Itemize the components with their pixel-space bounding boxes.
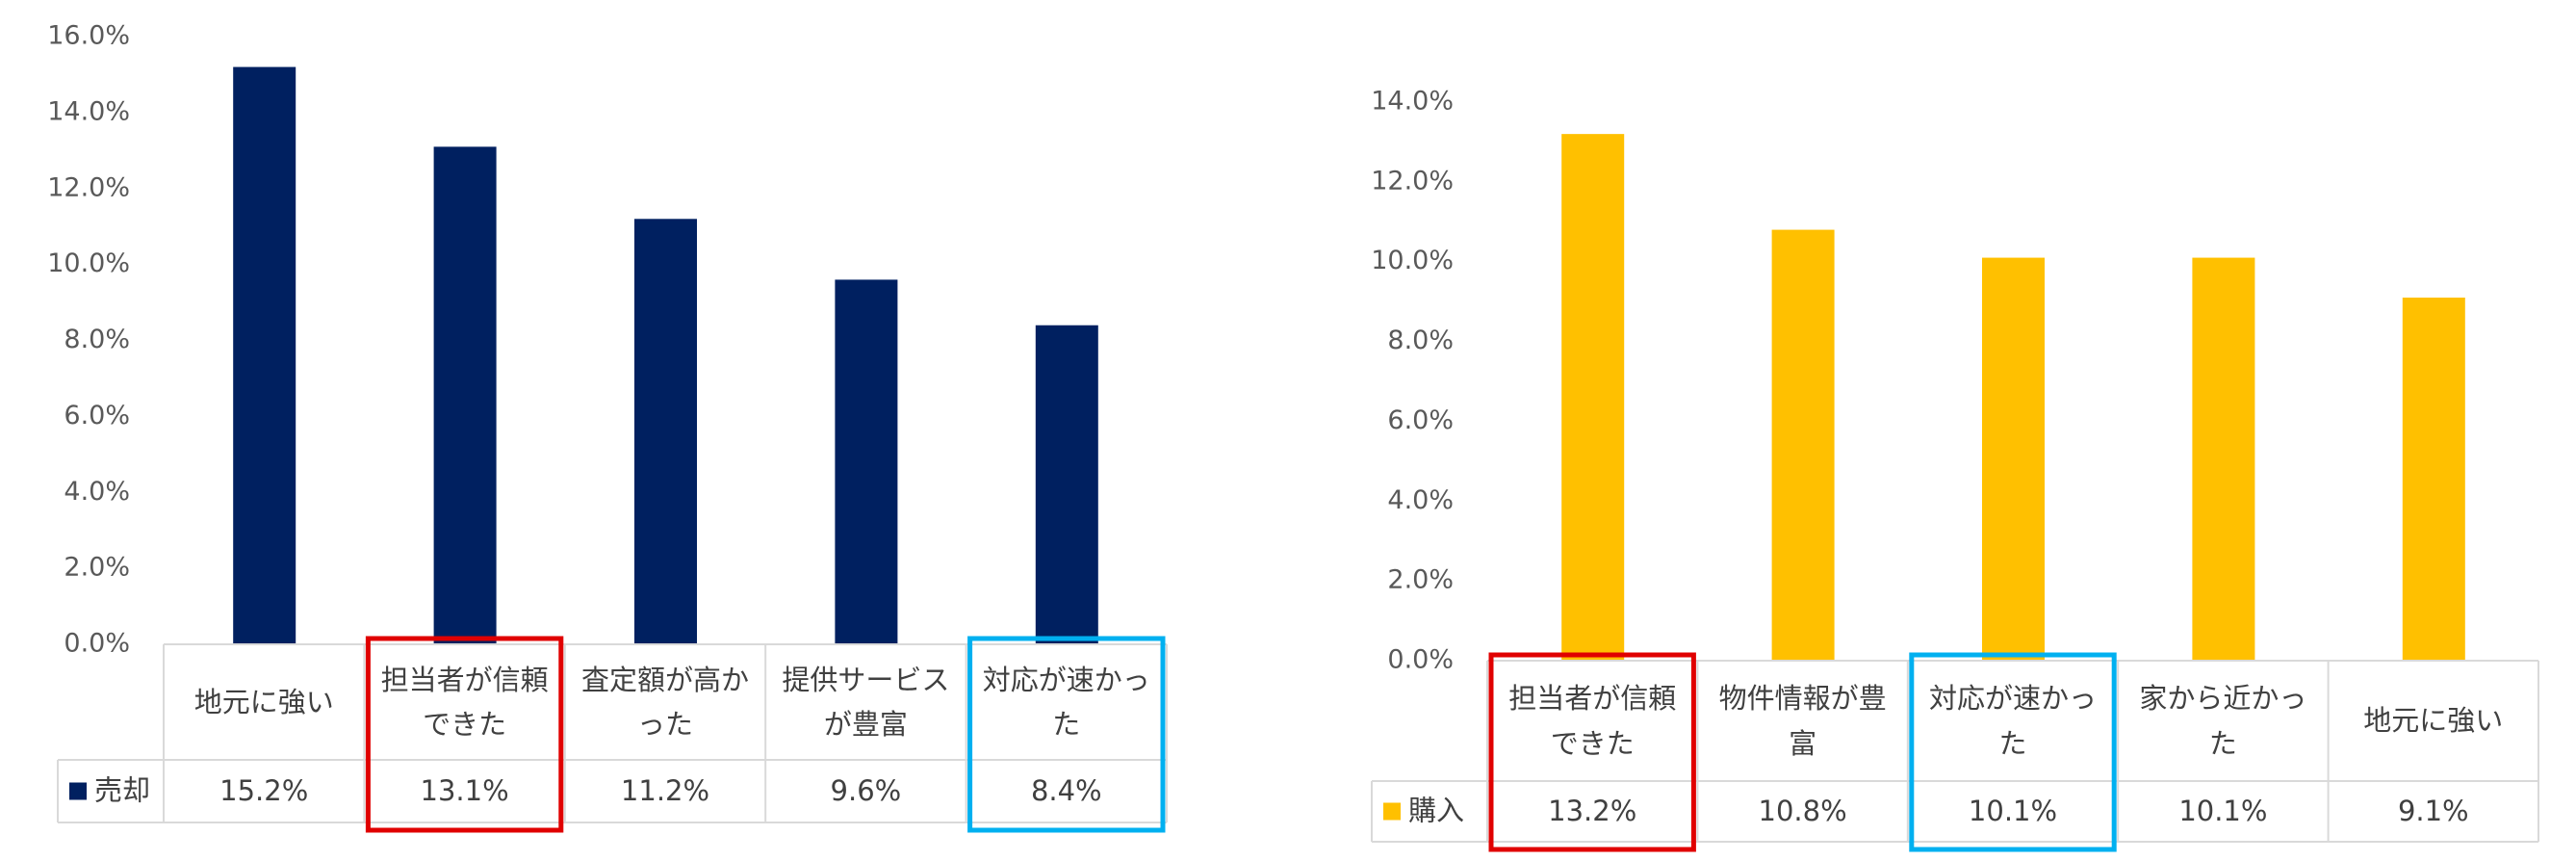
category-label: 家から近かった xyxy=(2139,682,2307,760)
data-table-value-box: 9.1% xyxy=(2397,795,2469,828)
data-table-value: 13.1% xyxy=(420,774,509,808)
data-table-value-box: 10.1% xyxy=(1968,795,2058,828)
legend-swatch xyxy=(69,782,87,800)
category-label-box: 物件情報が豊富 xyxy=(1718,682,1887,760)
category-label: 地元に強い xyxy=(2363,704,2504,738)
bar xyxy=(433,146,497,644)
category-label-box: 対応が速かった xyxy=(982,663,1150,741)
data-table-value-box: 13.2% xyxy=(1548,795,1637,828)
category-label-box: 担当者が信頼できた xyxy=(380,663,549,741)
data-table-value: 10.1% xyxy=(2178,795,2268,828)
category-label: 地元に強い xyxy=(193,685,334,718)
bar xyxy=(634,219,697,645)
data-table-value: 11.2% xyxy=(620,774,710,808)
data-table-value: 10.8% xyxy=(1758,795,1847,828)
y-tick-label: 8.0% xyxy=(64,325,130,354)
data-table-value-box: 8.4% xyxy=(1030,774,1102,808)
data-table-value-box: 10.8% xyxy=(1758,795,1847,828)
y-tick-label: 6.0% xyxy=(64,401,130,430)
highlight-box xyxy=(1488,652,1696,852)
category-label: 担当者が信頼できた xyxy=(1508,682,1677,760)
y-tick-label: 0.0% xyxy=(64,629,130,659)
highlight-box xyxy=(1909,652,2117,852)
y-tick-label: 16.0% xyxy=(47,21,130,51)
bar xyxy=(2402,298,2465,661)
y-tick-label: 10.0% xyxy=(47,248,130,278)
category-label: 提供サービスが豊富 xyxy=(782,663,950,741)
y-tick-label: 10.0% xyxy=(1371,246,1454,275)
data-table-value-box: 13.1% xyxy=(420,774,509,808)
bar xyxy=(1982,257,2045,661)
data-table-value-box: 10.1% xyxy=(2178,795,2268,828)
category-label-box: 地元に強い xyxy=(193,685,334,718)
bar xyxy=(1035,325,1098,644)
bar xyxy=(1771,229,1835,662)
y-tick-label: 14.0% xyxy=(1371,87,1454,117)
data-table-value-box: 11.2% xyxy=(620,774,710,808)
category-label-box: 提供サービスが豊富 xyxy=(782,663,950,741)
category-label: 対応が速かった xyxy=(1928,682,2097,760)
highlight-box xyxy=(967,636,1166,833)
legend-label: 購入 xyxy=(1408,795,1464,827)
y-tick-label: 4.0% xyxy=(1387,485,1454,515)
y-tick-label: 12.0% xyxy=(47,172,130,202)
y-tick-label: 4.0% xyxy=(64,477,130,507)
category-label-box: 対応が速かった xyxy=(1928,682,2097,760)
bar xyxy=(1561,134,1625,662)
legend-swatch xyxy=(1383,802,1401,821)
bar xyxy=(835,279,898,644)
data-table-value-box: 9.6% xyxy=(830,774,902,808)
data-table-value: 9.1% xyxy=(2397,795,2469,828)
data-table-value: 9.6% xyxy=(830,774,902,808)
data-table-value-box: 15.2% xyxy=(219,774,309,808)
legend-label: 売却 xyxy=(94,774,150,807)
y-tick-label: 2.0% xyxy=(64,553,130,583)
y-tick-label: 2.0% xyxy=(1387,565,1454,595)
y-tick-label: 0.0% xyxy=(1387,645,1454,675)
data-table-value: 13.2% xyxy=(1548,795,1637,828)
data-table-value: 8.4% xyxy=(1030,774,1102,808)
y-tick-label: 6.0% xyxy=(1387,405,1454,435)
bar xyxy=(2192,257,2255,661)
data-table-value: 15.2% xyxy=(219,774,309,808)
y-tick-label: 8.0% xyxy=(1387,326,1454,355)
category-label: 担当者が信頼できた xyxy=(380,663,549,741)
category-label: 対応が速かった xyxy=(982,663,1150,741)
bar xyxy=(233,66,296,645)
category-label-box: 担当者が信頼できた xyxy=(1508,682,1677,760)
category-label: 査定額が高かった xyxy=(580,663,749,741)
category-label-box: 地元に強い xyxy=(2363,704,2504,738)
highlight-box xyxy=(365,636,564,833)
y-tick-label: 12.0% xyxy=(1371,166,1454,196)
y-tick-label: 14.0% xyxy=(47,96,130,126)
data-table-value: 10.1% xyxy=(1968,795,2058,828)
category-label: 物件情報が豊富 xyxy=(1718,682,1887,760)
category-label-box: 家から近かった xyxy=(2139,682,2307,760)
category-label-box: 査定額が高かった xyxy=(580,663,749,741)
